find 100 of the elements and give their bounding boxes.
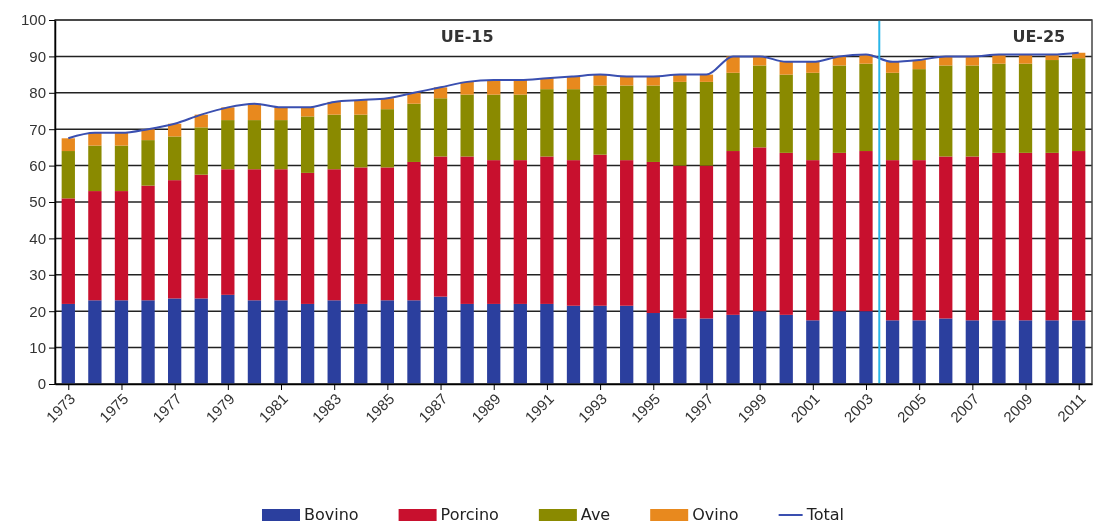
bar — [965, 156, 979, 321]
bar — [247, 169, 262, 301]
bar — [327, 169, 341, 301]
bar — [487, 160, 501, 304]
bar — [832, 152, 847, 312]
y-tick-label: 20 — [29, 302, 46, 320]
bar — [433, 98, 448, 157]
bar — [1072, 58, 1086, 152]
bar — [726, 56, 740, 73]
bar — [939, 318, 953, 384]
bar — [487, 80, 501, 95]
bar — [487, 303, 501, 384]
bar — [221, 169, 235, 295]
bar — [513, 160, 527, 304]
bar — [540, 303, 554, 384]
bar — [885, 160, 900, 321]
bar — [832, 65, 847, 153]
bar — [752, 65, 767, 148]
bar — [513, 303, 527, 384]
bar — [699, 165, 714, 319]
bar — [407, 300, 421, 384]
bar — [460, 156, 474, 304]
bar — [566, 89, 581, 161]
bar — [1045, 152, 1059, 321]
y-tick-label: 30 — [29, 266, 46, 284]
bar — [327, 114, 341, 170]
bar — [513, 94, 527, 161]
bar — [699, 81, 714, 166]
bar — [141, 140, 155, 186]
bar — [1072, 151, 1086, 321]
bar — [114, 300, 129, 384]
bar — [779, 152, 793, 315]
bar — [327, 101, 341, 115]
y-tick-label: 90 — [29, 47, 46, 65]
bar — [61, 303, 75, 384]
bar — [965, 65, 979, 157]
bar — [593, 305, 607, 384]
bar — [912, 160, 926, 321]
bar — [566, 160, 581, 306]
legend-label: Ave — [580, 504, 611, 524]
bar — [540, 156, 554, 304]
bar — [61, 151, 75, 199]
bar — [885, 61, 900, 73]
bar — [859, 311, 873, 384]
bar — [673, 81, 687, 166]
bar — [646, 85, 660, 162]
bar — [646, 313, 660, 384]
bar — [61, 198, 75, 304]
legend-label: Bovino — [303, 504, 359, 524]
bar — [300, 172, 315, 304]
bar — [859, 151, 873, 312]
bar — [221, 120, 235, 170]
bar — [194, 174, 208, 299]
bar — [620, 305, 634, 384]
bar — [433, 296, 448, 384]
bar — [593, 154, 607, 306]
legend-label: Total — [805, 504, 845, 524]
y-tick-label: 40 — [29, 229, 46, 247]
bar — [646, 76, 660, 86]
bar — [620, 160, 634, 306]
bar — [806, 320, 820, 384]
bar — [88, 300, 102, 384]
bar — [274, 107, 288, 121]
bar — [939, 65, 953, 157]
bar — [168, 136, 182, 181]
bar — [380, 109, 395, 168]
bar — [168, 298, 182, 384]
bar — [380, 300, 395, 384]
bar — [832, 311, 847, 384]
bar — [300, 303, 315, 384]
bar — [885, 72, 900, 161]
bar — [779, 61, 793, 75]
bar — [407, 92, 421, 104]
bar — [779, 74, 793, 153]
bar — [1045, 320, 1059, 384]
bar — [912, 320, 926, 384]
bar — [274, 120, 288, 170]
bar — [965, 320, 979, 384]
legend-label: Porcino — [440, 504, 499, 524]
bar — [806, 61, 820, 73]
y-tick-label: 80 — [29, 84, 46, 102]
bar — [806, 72, 820, 161]
bar — [779, 314, 793, 384]
y-tick-label: 10 — [29, 338, 46, 356]
line-series — [67, 51, 1080, 140]
bar — [620, 85, 634, 161]
bar — [114, 132, 129, 146]
bar — [726, 151, 740, 315]
annotation: UE-25 — [1012, 26, 1066, 46]
bar — [61, 138, 75, 152]
bar — [88, 145, 102, 192]
bar — [912, 69, 926, 161]
bar — [752, 311, 767, 384]
bar — [460, 81, 474, 95]
bar — [806, 160, 820, 321]
bar — [593, 74, 607, 86]
bar — [407, 161, 421, 301]
bar — [939, 156, 953, 319]
bar — [380, 167, 395, 301]
bar — [460, 303, 474, 384]
